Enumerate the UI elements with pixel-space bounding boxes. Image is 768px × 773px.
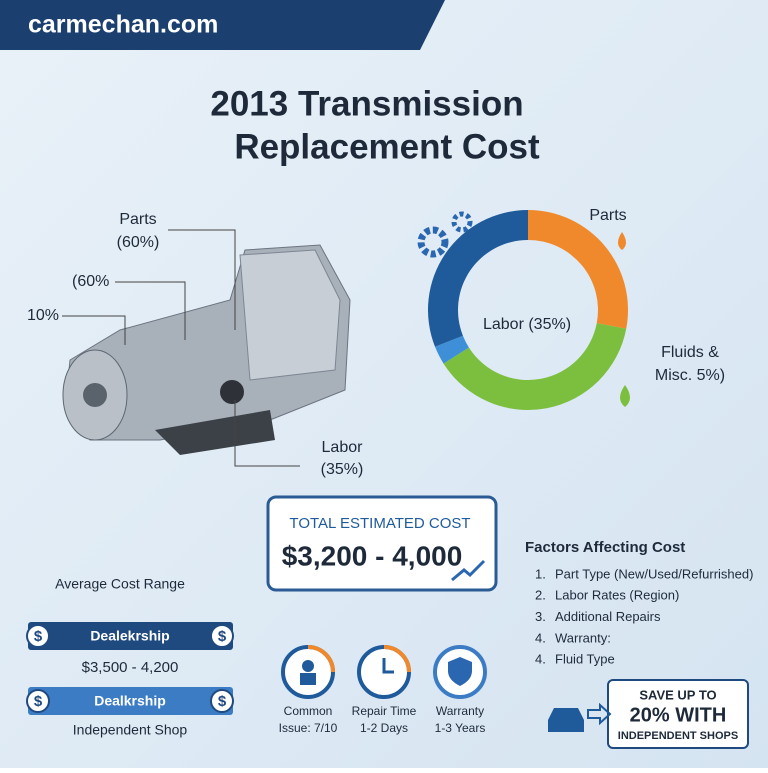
factor-number: 4. xyxy=(535,652,546,667)
savings-text: SAVE UP TO xyxy=(639,687,716,702)
shop-label: Independent Shop xyxy=(73,722,188,738)
range-price: $3,500 - 4,200 xyxy=(82,659,179,676)
arrow-icon xyxy=(587,702,612,726)
stats: Common Issue: 7/10 Repair Time 1-2 Days Warr… xyxy=(279,704,486,735)
range-bar-label: Dealekrship xyxy=(90,628,169,644)
total-value: $3,200 - 4,000 xyxy=(282,540,463,571)
site-name: carmechan.com xyxy=(28,11,218,39)
diagram-label: Parts xyxy=(119,211,156,228)
stat-icons xyxy=(281,645,487,699)
stat-label: 1-2 Days xyxy=(360,721,408,735)
leader-line xyxy=(115,281,186,340)
factor-text: Labor Rates (Region) xyxy=(555,588,679,603)
donut-center-label: Labor (35%) xyxy=(483,316,571,333)
dollar-icons: $ $ $ $ xyxy=(26,624,234,713)
dollar-circle xyxy=(210,624,234,648)
dollar-circle xyxy=(210,689,234,713)
factor-number: 2. xyxy=(535,588,546,603)
title: 2013 Transmission xyxy=(210,84,523,123)
transmission-image xyxy=(62,244,351,455)
donut-segment xyxy=(435,335,469,364)
donut-label: Misc. 5%) xyxy=(655,367,725,384)
dollar-circle xyxy=(26,624,50,648)
factor-text: Additional Repairs xyxy=(555,609,661,624)
drop-icon xyxy=(618,232,626,250)
car-icon xyxy=(548,708,584,732)
title: Replacement Cost xyxy=(234,127,540,166)
savings-text: INDEPENDENT SHOPS xyxy=(618,730,738,742)
stat-label: Issue: 7/10 xyxy=(279,721,338,735)
savings-text: 20% WITH xyxy=(630,704,727,726)
drop-icon xyxy=(620,385,630,407)
factor-text: Part Type (New/Used/Refurrished) xyxy=(555,566,753,581)
dollar-circle xyxy=(26,689,50,713)
donut-label: Parts xyxy=(589,207,626,224)
leader-line xyxy=(168,229,236,330)
savings-box xyxy=(607,679,749,749)
stat-label: Repair Time xyxy=(352,704,417,718)
range-bar-label: Dealkrship xyxy=(94,693,166,709)
total-box xyxy=(266,495,498,592)
diagram-label: 10% xyxy=(27,307,59,324)
total-heading: TOTAL ESTIMATED COST xyxy=(289,515,470,532)
leader-line xyxy=(62,315,126,345)
dollar-symbol: $ xyxy=(34,693,43,710)
diagram-label: Labor xyxy=(322,439,364,456)
trend-icon xyxy=(451,559,486,582)
stat-label: Common xyxy=(284,704,333,718)
range-bar xyxy=(28,687,233,715)
stat-label: Warranty xyxy=(436,704,484,718)
factor-text: Warranty: xyxy=(555,630,611,645)
diagram-label: (35%) xyxy=(321,461,364,478)
factor-text: Fluid Type xyxy=(555,652,615,667)
diagram-label: (60% xyxy=(72,273,109,290)
donut-segment xyxy=(443,323,627,410)
average-title: Average Cost Range xyxy=(55,576,185,592)
stat-label: 1-3 Years xyxy=(435,721,486,735)
donut-label: Fluids & xyxy=(661,344,719,361)
gears-icon xyxy=(417,211,473,258)
factors-title: Factors Affecting Cost xyxy=(525,539,685,556)
diagram-label: (60%) xyxy=(117,234,160,251)
dollar-symbol: $ xyxy=(34,628,43,645)
donut-segment xyxy=(427,210,528,347)
donut-chart xyxy=(427,210,628,410)
header-band xyxy=(0,0,445,50)
factor-number: 3. xyxy=(535,609,546,624)
range-bar xyxy=(28,622,233,650)
donut-segment xyxy=(528,210,628,329)
dollar-symbol: $ xyxy=(218,628,227,645)
leader-line xyxy=(234,400,300,467)
factor-number: 4. xyxy=(535,630,546,645)
factors-list: 1. Part Type (New/Used/Refurrished) 2. Labo… xyxy=(535,566,753,666)
factor-number: 1. xyxy=(535,566,546,581)
dollar-symbol: $ xyxy=(218,693,227,710)
